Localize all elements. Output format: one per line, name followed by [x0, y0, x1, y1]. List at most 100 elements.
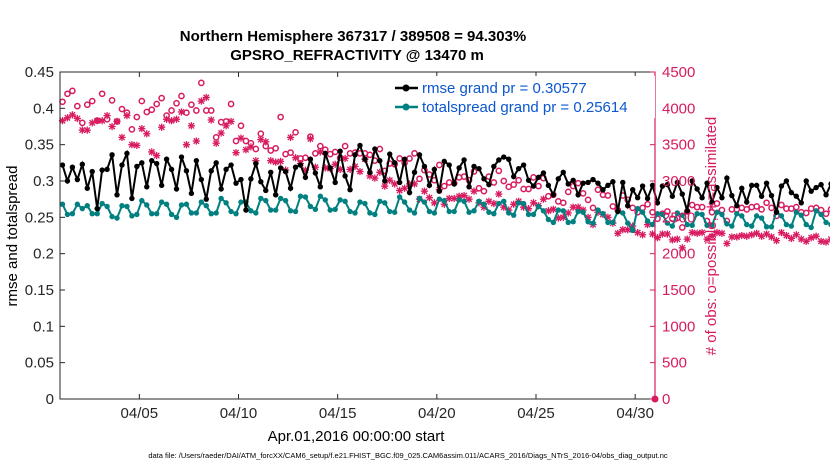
totalspread-point — [570, 218, 576, 225]
totalspread-point — [263, 197, 269, 204]
chart-title: Northern Hemisphere 367317 / 389508 = 94… — [180, 28, 526, 45]
possible-point — [232, 137, 240, 145]
assimilated-point-stroke — [510, 201, 517, 208]
possible-point — [316, 142, 324, 150]
assimilated-point-stroke — [69, 111, 76, 119]
assimilated-point-stroke — [356, 168, 364, 175]
possible-point — [272, 144, 280, 152]
totalspread-point — [149, 211, 155, 217]
rmse-point — [421, 163, 428, 170]
assimilated-point — [391, 180, 399, 188]
assimilated-point — [708, 232, 716, 240]
possible-point — [495, 167, 503, 175]
totalspread-point — [510, 212, 517, 218]
assimilated-point-stroke — [768, 233, 775, 241]
assimilated-point-stroke — [242, 146, 250, 153]
y-tick-label-right: 3500 — [662, 137, 695, 154]
possible-point — [678, 224, 686, 231]
assimilated-point-stroke — [679, 244, 686, 252]
rmse-point — [426, 182, 433, 189]
possible-point — [822, 210, 830, 218]
assimilated-point — [693, 229, 701, 237]
totalspread-point — [79, 205, 86, 212]
assimilated-point — [128, 141, 136, 149]
x-axis: 04/05 04/10 04/15 04/20 04/25 04/30 — [121, 72, 654, 422]
rmse-point — [387, 151, 393, 157]
rmse-point — [139, 160, 145, 166]
rmse-point — [600, 187, 606, 193]
assimilated-point-stroke — [257, 136, 264, 143]
totalspread-point — [768, 224, 775, 230]
possible-point — [173, 99, 180, 107]
rmse-point — [644, 195, 651, 202]
assimilated-point — [430, 199, 438, 207]
assimilated-point-stroke — [654, 234, 661, 241]
assimilated-point — [73, 114, 81, 123]
rmse-point — [337, 148, 343, 154]
assimilated-point-stroke — [203, 94, 210, 101]
totalspread-point — [129, 213, 135, 219]
assimilated-point — [286, 133, 295, 141]
rmse-point — [377, 157, 383, 164]
assimilated-point-stroke — [664, 230, 671, 238]
rmse-point — [213, 160, 219, 166]
totalspread-point — [173, 214, 180, 221]
assimilated-point-stroke — [401, 185, 408, 192]
assimilated-point-stroke — [574, 204, 582, 211]
totalspread-point — [218, 195, 224, 202]
totalspread-point — [704, 222, 710, 229]
rmse-point — [446, 162, 452, 168]
rmse-point — [570, 177, 576, 183]
possible-point — [168, 107, 175, 114]
rmse-point — [79, 161, 86, 167]
y-tick-label-right: 4500 — [662, 64, 695, 81]
assimilated-point-stroke — [79, 126, 86, 134]
assimilated-point — [197, 97, 205, 105]
rmse-point — [382, 178, 388, 184]
assimilated-point-stroke — [272, 158, 279, 166]
totalspread-point — [317, 193, 324, 199]
totalspread-point — [694, 211, 700, 217]
assimilated-point-stroke — [460, 192, 468, 199]
assimilated-point — [574, 203, 582, 211]
possible-point — [312, 150, 319, 157]
totalspread-point — [634, 205, 641, 212]
possible-point — [98, 90, 106, 98]
rmse-point — [694, 186, 700, 192]
totalspread-point — [585, 218, 591, 225]
rmse-point — [615, 208, 621, 215]
possible-point — [237, 122, 245, 130]
rmse-point — [119, 162, 125, 168]
totalspread-point — [307, 203, 314, 210]
totalspread-point — [689, 222, 695, 229]
assimilated-point-stroke — [148, 148, 155, 156]
assimilated-point — [802, 237, 810, 245]
possible-point — [753, 203, 760, 210]
rmse-point — [808, 188, 814, 194]
rmse-point — [248, 176, 254, 182]
possible-point — [83, 101, 91, 109]
possible-point — [302, 154, 309, 162]
rmse-point — [347, 187, 353, 193]
totalspread-point — [258, 195, 264, 202]
rmse-point — [649, 182, 656, 189]
possible-point — [128, 126, 136, 133]
rmse-point — [778, 183, 785, 189]
rmse-point — [679, 191, 685, 197]
possible-point — [559, 199, 567, 207]
totalspread-point — [99, 200, 105, 207]
totalspread-point — [342, 198, 348, 205]
possible-point — [257, 130, 265, 138]
possible-point — [74, 102, 81, 110]
possible-point — [480, 187, 488, 195]
possible-point — [763, 199, 770, 207]
possible-point — [307, 133, 314, 141]
rmse-point — [178, 154, 185, 160]
assimilated-point-stroke — [649, 230, 656, 238]
assimilated-point — [743, 232, 751, 240]
rmse-point — [163, 156, 170, 162]
totalspread-point — [605, 219, 611, 226]
totalspread-point — [491, 211, 497, 217]
rmse-point — [461, 157, 467, 163]
rmse-point — [704, 180, 710, 186]
